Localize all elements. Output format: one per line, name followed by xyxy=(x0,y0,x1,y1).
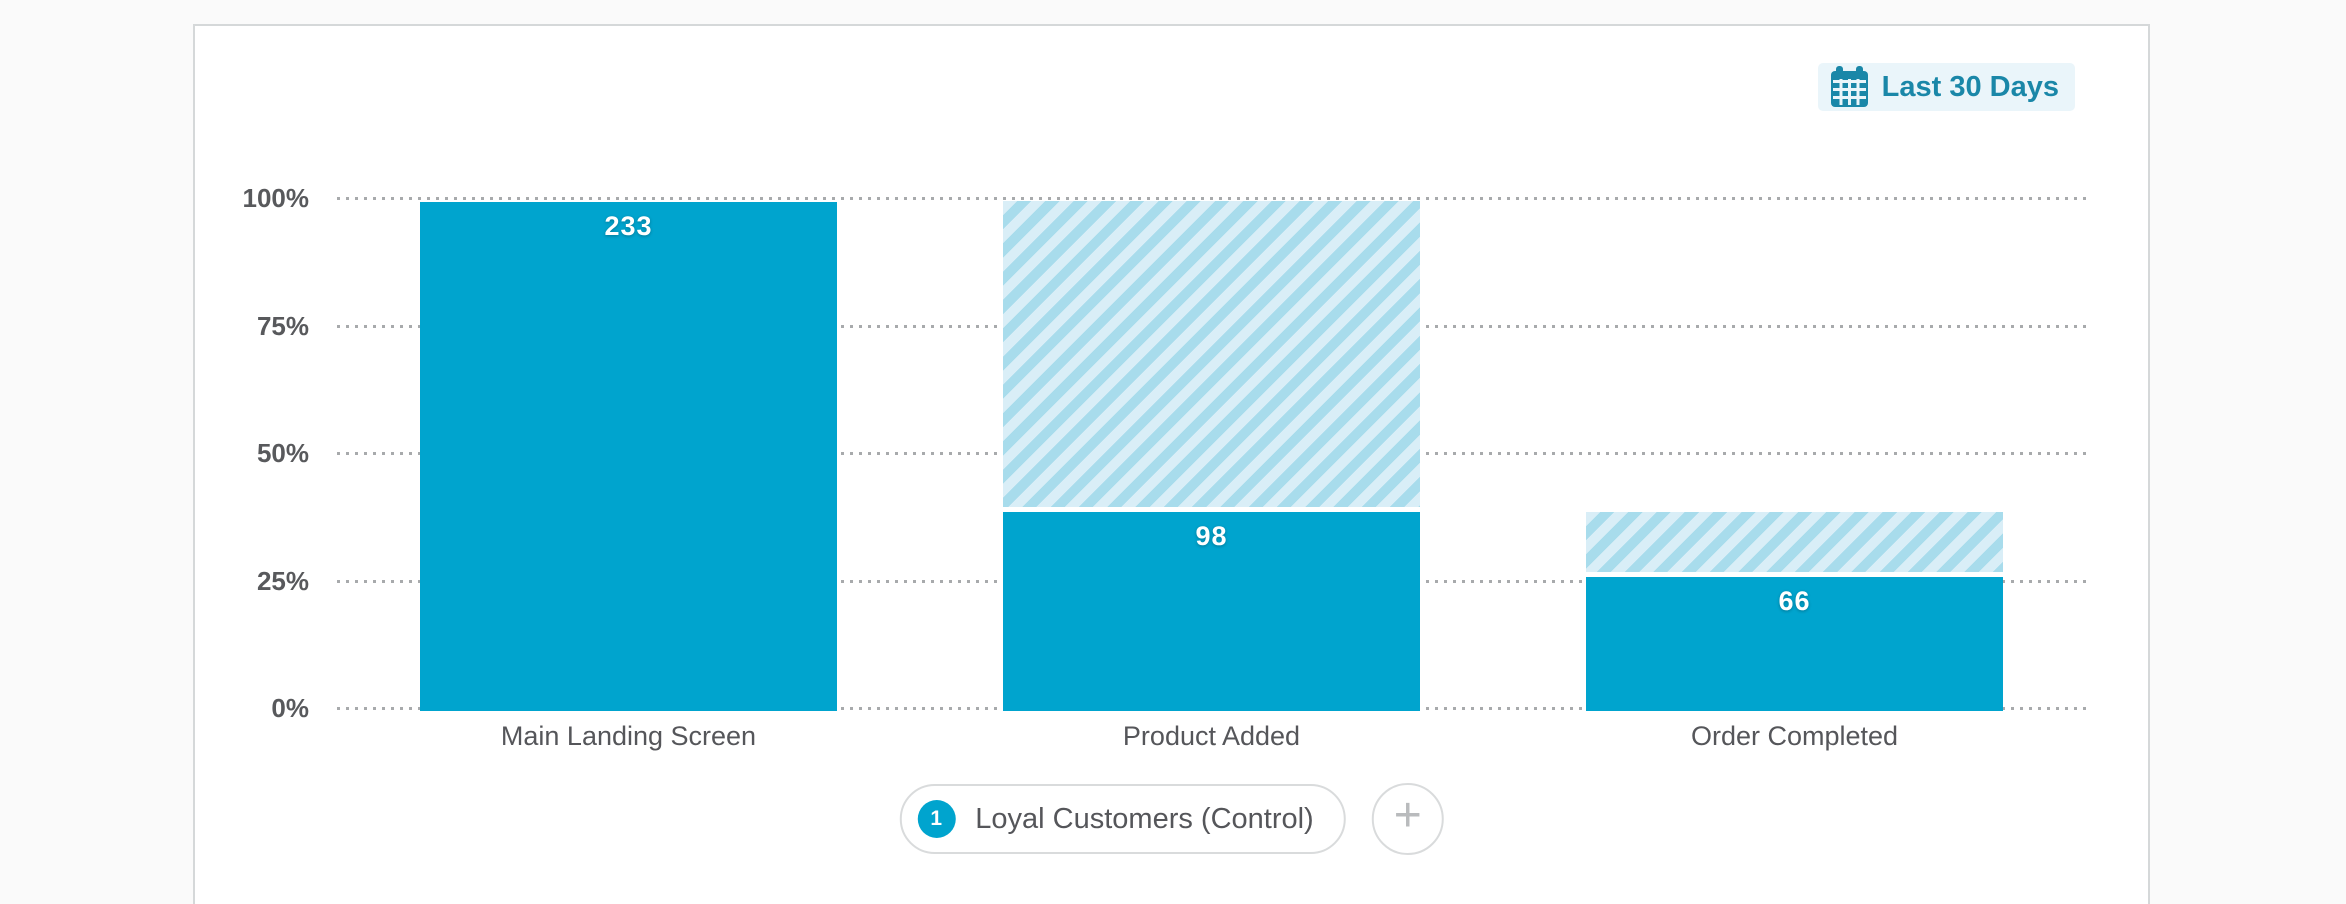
dropoff-hatch-segment xyxy=(1586,512,2003,572)
bar-value-label: 66 xyxy=(1778,586,1811,616)
gridline xyxy=(337,197,2089,200)
y-tick-label: 100% xyxy=(242,183,310,213)
calendar-icon xyxy=(1830,66,1869,108)
x-category-label: Main Landing Screen xyxy=(500,721,757,751)
conversion-solid-segment: 98 xyxy=(1003,512,1420,711)
date-range-label: Last 30 Days xyxy=(1881,70,2059,103)
y-axis: 100% 75% 50% 25% 0% xyxy=(195,183,310,723)
x-category-label: Order Completed xyxy=(1690,721,1899,751)
conversion-solid-segment: 66 xyxy=(1586,577,2003,711)
plot-area: 233 Main Landing Screen 98 Product Added 66 O… xyxy=(337,197,2089,751)
y-tick-label: 25% xyxy=(256,565,309,596)
add-segment-button[interactable]: + xyxy=(1371,783,1444,855)
bar-value-label: 233 xyxy=(604,211,653,241)
y-tick-label: 50% xyxy=(256,438,309,468)
date-range-button[interactable]: Last 30 Days xyxy=(1817,63,2075,111)
dropoff-hatch-segment xyxy=(1003,201,1420,507)
plus-icon: + xyxy=(1393,789,1422,842)
y-tick-label: 0% xyxy=(271,693,309,723)
funnel-bar[interactable]: 66 xyxy=(1586,198,2003,711)
segment-index-badge: 1 xyxy=(917,800,956,838)
conversion-solid-segment: 233 xyxy=(420,202,837,711)
funnel-bar[interactable]: 233 xyxy=(420,198,837,711)
funnel-bar[interactable]: 98 xyxy=(1003,198,1420,711)
legend: 1 Loyal Customers (Control) + xyxy=(899,783,1444,855)
y-tick-label: 75% xyxy=(256,310,309,341)
x-category-label: Product Added xyxy=(1122,721,1301,751)
segment-label: Loyal Customers (Control) xyxy=(975,802,1314,835)
bar-value-label: 98 xyxy=(1195,521,1228,551)
funnel-chart-card: Last 30 Days 100% 75% 50% 25% 0% 233 Main Lan… xyxy=(193,24,2150,904)
legend-segment-button[interactable]: 1 Loyal Customers (Control) xyxy=(899,784,1346,854)
